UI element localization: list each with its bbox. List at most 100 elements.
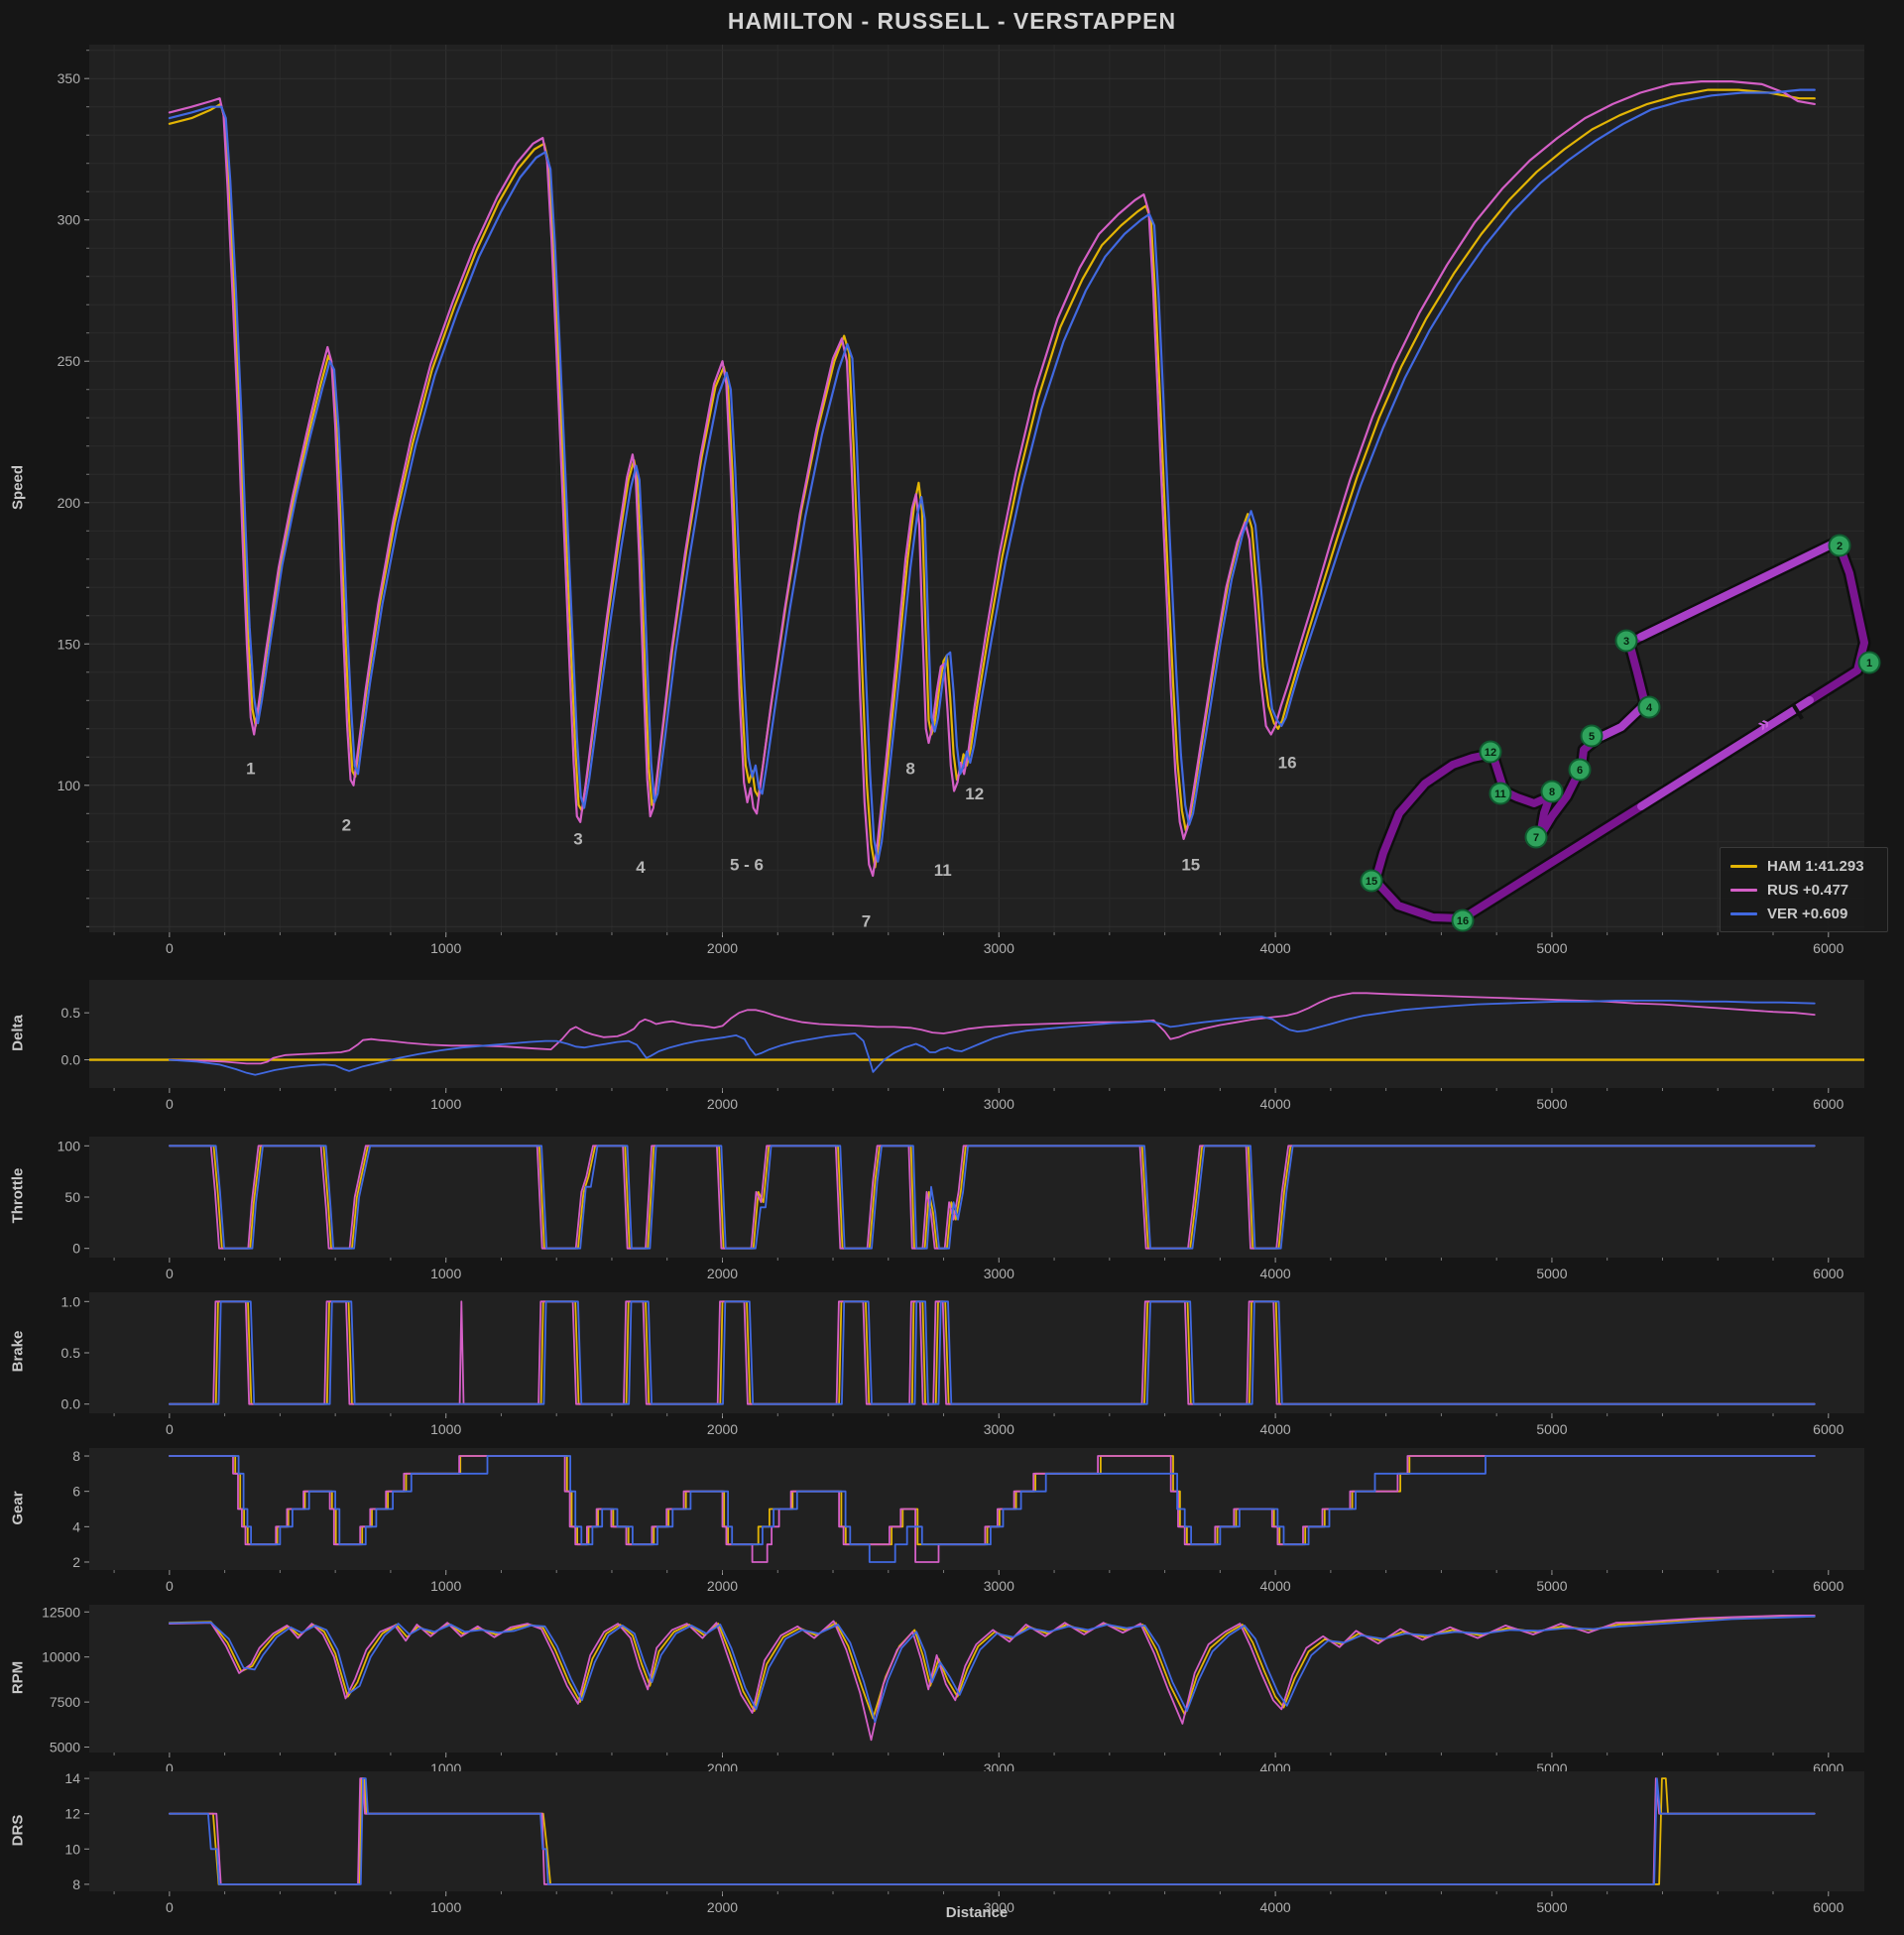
y-axis-label-speed: Speed bbox=[9, 464, 27, 510]
legend-item-rus: RUS +0.477 bbox=[1730, 878, 1887, 902]
track-corner-marker: 1 bbox=[1857, 651, 1881, 674]
y-tick-label: 14 bbox=[64, 1770, 80, 1786]
legend-label-ver: VER +0.609 bbox=[1767, 905, 1848, 922]
x-tick-label: 4000 bbox=[1260, 1578, 1291, 1594]
y-tick-label: 0 bbox=[72, 1241, 80, 1257]
x-tick-label: 1000 bbox=[430, 1899, 461, 1915]
track-corner-marker: 5 bbox=[1580, 724, 1604, 748]
y-tick-label: 50 bbox=[64, 1189, 80, 1205]
y-tick-label: 10000 bbox=[42, 1649, 80, 1665]
ver-line-swatch bbox=[1730, 911, 1757, 915]
ham-line-swatch bbox=[1730, 864, 1757, 868]
y-tick-label: 8 bbox=[72, 1448, 80, 1464]
series-rus-delta bbox=[168, 992, 1816, 1065]
x-tick-label: 4000 bbox=[1260, 1899, 1291, 1915]
x-tick-label: 5000 bbox=[1536, 1578, 1567, 1594]
track-corner-marker: 6 bbox=[1568, 758, 1592, 782]
y-tick-label: 0.5 bbox=[61, 1345, 81, 1361]
series-ver-drs bbox=[168, 1777, 1816, 1885]
x-tick-label: 2000 bbox=[707, 1578, 738, 1594]
y-tick-label: 8 bbox=[72, 1876, 80, 1892]
track-corner-marker: 2 bbox=[1828, 534, 1851, 557]
track-corner-marker: 7 bbox=[1524, 825, 1548, 849]
corner-annotation: 3 bbox=[573, 830, 582, 849]
panel-rpm: 0 1000 2000 3000 4000 5000 6000500075001000012… bbox=[42, 1604, 1864, 1776]
panel-gear: 0 1000 2000 3000 4000 5000 6000 2 4 6 8 bbox=[72, 1448, 1864, 1594]
track-corner-marker: 8 bbox=[1540, 780, 1564, 803]
x-tick-label: 5000 bbox=[1536, 1266, 1567, 1281]
x-tick-label: 6000 bbox=[1813, 1899, 1844, 1915]
y-tick-label: 250 bbox=[58, 353, 81, 369]
y-tick-label: 0.5 bbox=[61, 1005, 81, 1021]
y-tick-label: 0.0 bbox=[61, 1396, 81, 1412]
panel-drs: 0 1000 2000 3000 4000 5000 6000 8 10 12 14 bbox=[64, 1770, 1864, 1915]
y-tick-label: 150 bbox=[58, 636, 81, 652]
x-tick-label: 0 bbox=[166, 1760, 174, 1776]
y-tick-label: 100 bbox=[58, 1138, 81, 1153]
y-tick-label: 350 bbox=[58, 70, 81, 86]
legend-item-ver: VER +0.609 bbox=[1730, 902, 1887, 925]
panel-brake: 0 1000 2000 3000 4000 5000 6000 0.0 0.5 1.0 bbox=[61, 1292, 1864, 1437]
rus-line-swatch bbox=[1730, 888, 1757, 892]
track-corner-marker: 3 bbox=[1614, 629, 1638, 653]
panel-speed: 0 1000 2000 3000 4000 5000 6000 100 150 200 250 300… bbox=[58, 45, 1864, 956]
x-tick-label: 2000 bbox=[707, 1899, 738, 1915]
x-tick-label: 4000 bbox=[1260, 940, 1291, 956]
x-tick-label: 1000 bbox=[430, 1578, 461, 1594]
x-tick-label: 0 bbox=[166, 1421, 174, 1437]
panel-throttle: 0 1000 2000 3000 4000 5000 6000 0 50 100 bbox=[58, 1137, 1864, 1281]
svg-text:16: 16 bbox=[1457, 915, 1469, 927]
y-tick-label: 2 bbox=[72, 1554, 80, 1570]
x-axis-label: Distance bbox=[945, 1904, 1009, 1921]
x-tick-label: 3000 bbox=[984, 1266, 1014, 1281]
panel-delta: 0 1000 2000 3000 4000 5000 6000 0.0 0.5 bbox=[61, 980, 1864, 1112]
y-tick-label: 300 bbox=[58, 212, 81, 228]
legend-item-ham: HAM 1:41.293 bbox=[1730, 854, 1887, 878]
y-axis-label-drs: DRS bbox=[9, 1814, 27, 1846]
corner-annotation: 16 bbox=[1278, 754, 1297, 773]
y-tick-label: 7500 bbox=[50, 1694, 80, 1710]
x-tick-label: 0 bbox=[166, 1266, 174, 1281]
legend: HAM 1:41.293 RUS +0.477 VER +0.609 bbox=[1720, 847, 1888, 932]
corner-annotation: 4 bbox=[636, 858, 646, 877]
x-tick-label: 6000 bbox=[1813, 1421, 1844, 1437]
x-tick-label: 6000 bbox=[1813, 1266, 1844, 1281]
track-corner-marker: 16 bbox=[1451, 908, 1475, 932]
track-corner-marker: 4 bbox=[1637, 695, 1661, 719]
x-tick-label: 6000 bbox=[1813, 1096, 1844, 1112]
svg-text:4: 4 bbox=[1646, 702, 1653, 714]
y-axis-label-gear: Gear bbox=[9, 1490, 27, 1525]
corner-annotation: 15 bbox=[1181, 855, 1200, 874]
series-ver-throttle bbox=[168, 1145, 1816, 1250]
x-tick-label: 3000 bbox=[984, 1421, 1014, 1437]
track-corner-marker: 12 bbox=[1479, 740, 1502, 764]
y-axis-label-rpm: RPM bbox=[9, 1660, 27, 1694]
series-rus-throttle bbox=[168, 1145, 1816, 1250]
y-tick-label: 6 bbox=[72, 1484, 80, 1500]
x-tick-label: 1000 bbox=[430, 1421, 461, 1437]
corner-annotation: 7 bbox=[862, 911, 871, 930]
series-ver-speed bbox=[168, 88, 1816, 863]
y-tick-label: 5000 bbox=[50, 1740, 80, 1755]
x-tick-label: 3000 bbox=[984, 1096, 1014, 1112]
x-tick-label: 1000 bbox=[430, 1266, 461, 1281]
y-axis-label-brake: Brake bbox=[9, 1330, 27, 1373]
x-tick-label: 3000 bbox=[984, 1578, 1014, 1594]
corner-annotation: 11 bbox=[934, 861, 952, 880]
y-tick-label: 12 bbox=[64, 1806, 80, 1822]
y-tick-label: 100 bbox=[58, 778, 81, 793]
track-corner-marker: 11 bbox=[1488, 782, 1512, 805]
series-ver-brake bbox=[168, 1300, 1816, 1405]
y-tick-label: 4 bbox=[72, 1518, 80, 1534]
page-title: HAMILTON - RUSSELL - VERSTAPPEN bbox=[727, 8, 1177, 34]
x-tick-label: 5000 bbox=[1536, 1096, 1567, 1112]
track-corner-marker: 15 bbox=[1360, 869, 1383, 893]
corner-annotation: 12 bbox=[965, 785, 984, 803]
x-tick-label: 6000 bbox=[1813, 940, 1844, 956]
series-rus-drs bbox=[168, 1777, 1816, 1885]
corner-annotation: 1 bbox=[246, 759, 255, 778]
svg-text:1: 1 bbox=[1866, 658, 1872, 669]
x-tick-label: 1000 bbox=[430, 1096, 461, 1112]
x-tick-label: 4000 bbox=[1260, 1266, 1291, 1281]
